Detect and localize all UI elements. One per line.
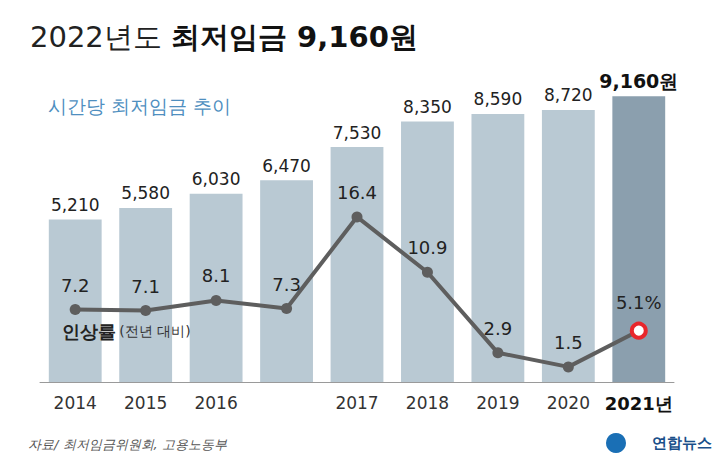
svg-text:자료/ 최저임금위원회, 고용노동부: 자료/ 최저임금위원회, 고용노동부: [28, 437, 228, 452]
svg-text:7.1: 7.1: [131, 276, 160, 297]
svg-text:2015: 2015: [124, 393, 167, 413]
svg-text:2019: 2019: [476, 393, 519, 413]
svg-text:2021년: 2021년: [605, 393, 673, 414]
svg-text:8,590: 8,590: [474, 89, 523, 109]
svg-text:(전년 대비): (전년 대비): [119, 323, 190, 339]
svg-text:2.9: 2.9: [484, 318, 513, 339]
svg-text:최저임금 9,160원: 최저임금 9,160원: [171, 20, 418, 54]
svg-text:2014: 2014: [54, 393, 97, 413]
svg-text:2018: 2018: [406, 393, 449, 413]
svg-text:7,530: 7,530: [333, 123, 382, 143]
svg-text:10.9: 10.9: [407, 237, 447, 258]
svg-text:8.1: 8.1: [202, 265, 231, 286]
svg-text:인상률: 인상률: [62, 321, 116, 342]
svg-text:9,160원: 9,160원: [599, 70, 678, 92]
svg-text:5.1%: 5.1%: [616, 292, 662, 313]
svg-text:5,580: 5,580: [121, 183, 170, 203]
svg-text:2022년도: 2022년도: [30, 20, 171, 54]
svg-text:6,470: 6,470: [262, 156, 311, 176]
svg-text:2020: 2020: [547, 393, 590, 413]
svg-text:7.3: 7.3: [272, 274, 301, 295]
svg-text:8,350: 8,350: [403, 97, 452, 117]
svg-text:5,210: 5,210: [51, 195, 100, 215]
svg-text:연합뉴스: 연합뉴스: [652, 434, 712, 452]
svg-text:6,030: 6,030: [192, 169, 241, 189]
svg-text:2017: 2017: [335, 393, 378, 413]
svg-text:1.5: 1.5: [554, 332, 583, 353]
svg-text:8,720: 8,720: [544, 85, 593, 105]
svg-text:시간당 최저임금 추이: 시간당 최저임금 추이: [48, 95, 231, 117]
svg-text:2016: 2016: [194, 393, 237, 413]
svg-text:16.4: 16.4: [337, 182, 377, 203]
svg-text:7.2: 7.2: [61, 275, 90, 296]
